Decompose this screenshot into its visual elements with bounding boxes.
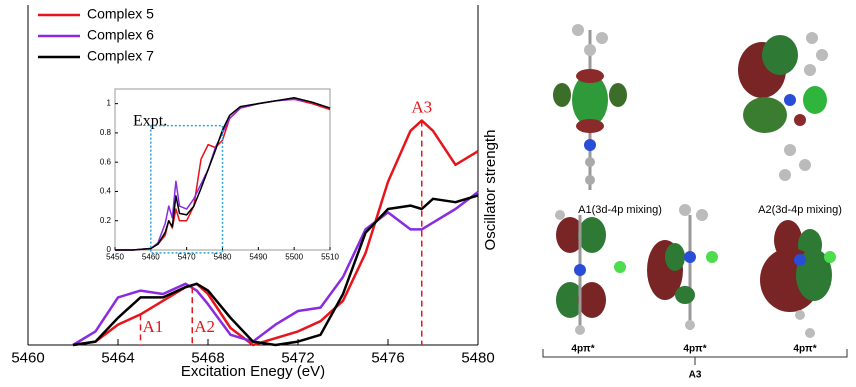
x-tick-label: 5464 <box>101 349 134 366</box>
group-label: A3 <box>689 370 702 381</box>
orbital-label: A2(3d-4p mixing) <box>758 204 842 216</box>
legend-label: Complex 6 <box>87 27 154 43</box>
y-tick-label: 0.6 <box>100 157 112 166</box>
orbital-label: A1(3d-4p mixing) <box>578 204 662 216</box>
orbital-label: 4pπ* <box>571 344 594 355</box>
x-tick-label: 5460 <box>142 252 160 261</box>
annotation: A1 <box>143 317 164 336</box>
x-tick-label: 5480 <box>461 349 494 366</box>
y-tick-label: 0.4 <box>100 187 112 196</box>
y-tick-label: 0.2 <box>100 216 112 225</box>
inset-title: Expt. <box>133 113 167 130</box>
figure: A1(3d-4p mixing) A2(3d-4p mixing) 4pπ* 4… <box>0 0 856 382</box>
orbital-label: 4pπ* <box>683 344 706 355</box>
y-axis-label: Oscillator strength <box>482 130 499 251</box>
annotation: A3 <box>411 98 432 117</box>
annotation: A2 <box>194 317 215 336</box>
y-tick-label: 1 <box>107 99 112 108</box>
x-tick-label: 5500 <box>285 252 303 261</box>
orbital-label: 4pπ* <box>793 344 816 355</box>
x-tick-label: 5460 <box>11 349 44 366</box>
x-tick-label: 5490 <box>249 252 267 261</box>
y-tick-label: 0.8 <box>100 128 112 137</box>
legend-label: Complex 7 <box>87 48 154 64</box>
x-tick-label: 5476 <box>371 349 404 366</box>
legend-label: Complex 5 <box>87 6 154 22</box>
y-tick-label: 0 <box>107 245 112 254</box>
x-tick-label: 5510 <box>321 252 339 261</box>
x-axis-label: Excitation Enegy (eV) <box>181 363 325 380</box>
